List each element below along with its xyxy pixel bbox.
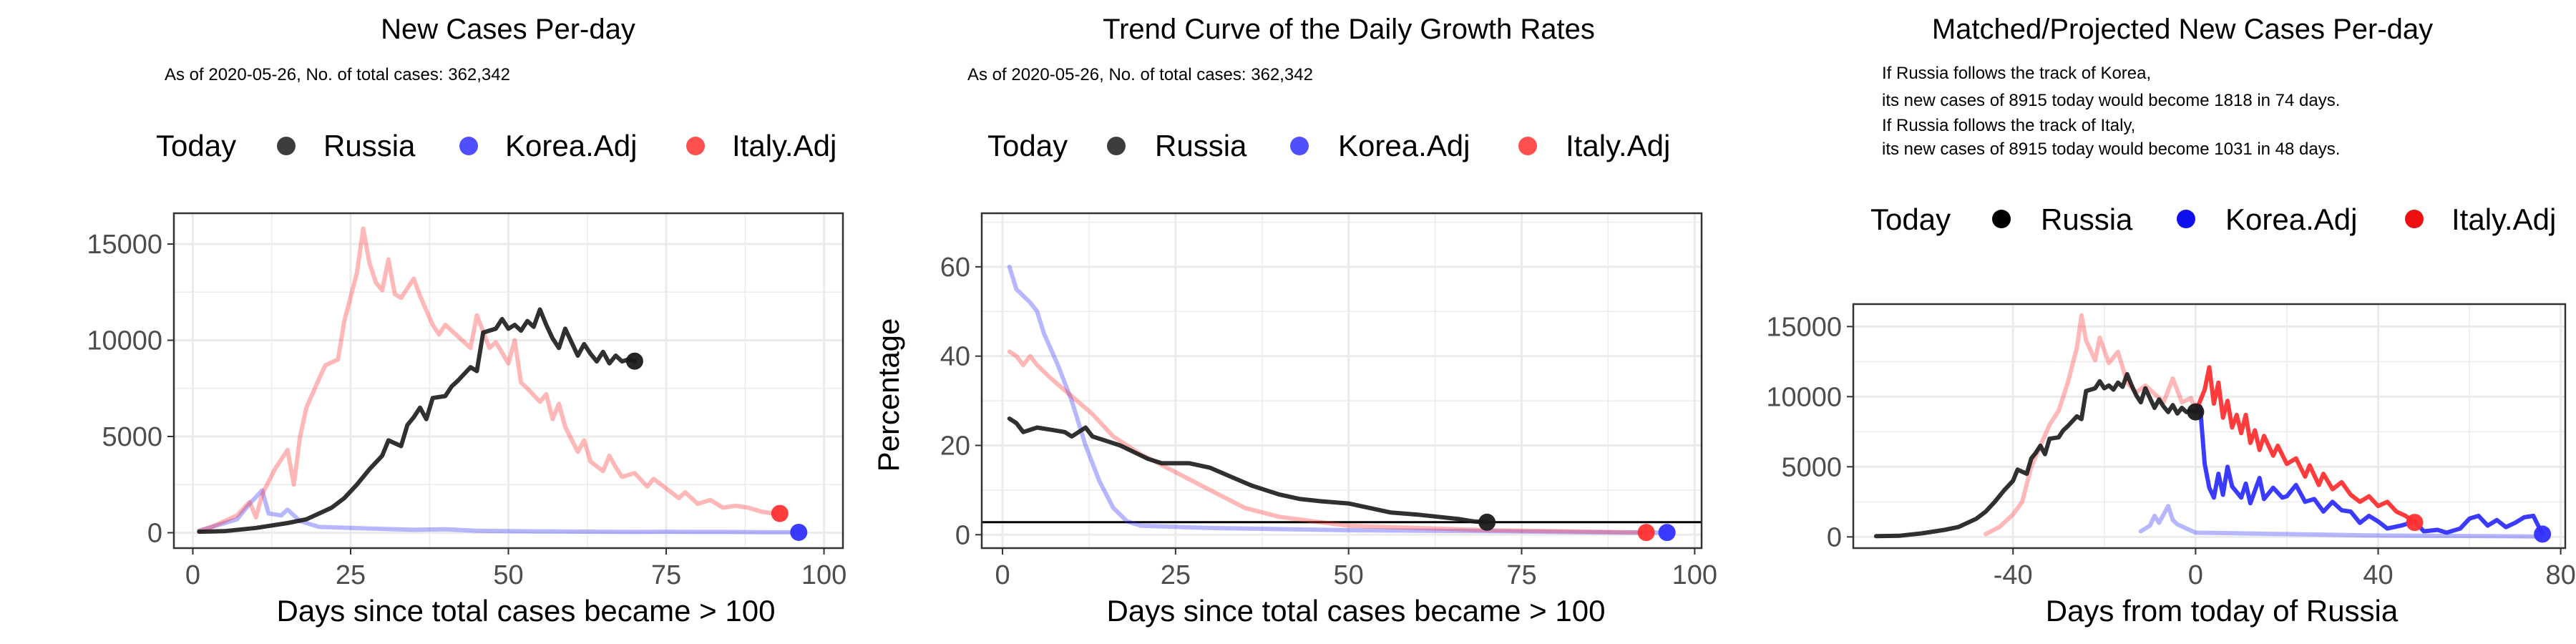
p3-plot: -40 0 40 80 0 5000 10000 15000 bbox=[1766, 303, 2576, 590]
p2-series-korea-adj bbox=[1007, 264, 1669, 535]
panel-new-cases: New Cases Per-day As of 2020-05-26, No. … bbox=[87, 14, 847, 628]
p3-x-tick-label: 40 bbox=[2363, 560, 2393, 590]
p1-legend-russia-swatch bbox=[277, 137, 296, 155]
p1-today-point-russia bbox=[625, 352, 643, 370]
p3-x-tick-label: 80 bbox=[2545, 560, 2575, 590]
p1-legend-russia: Russia bbox=[323, 129, 416, 162]
p3-series-korea-adj bbox=[2138, 504, 2545, 539]
p3-subtitle-line: its new cases of 8915 today would become… bbox=[1882, 91, 2340, 110]
p3-x-tick-label: -40 bbox=[1994, 560, 2033, 590]
panel-projected-cases: Matched/Projected New Cases Per-day If R… bbox=[1766, 14, 2575, 628]
p3-today-point-korea-adj bbox=[2534, 525, 2552, 543]
p3-legend-italy-swatch bbox=[2405, 210, 2424, 228]
p2-legend-korea-swatch bbox=[1290, 137, 1309, 155]
p2-today-point-italy-adj bbox=[1637, 524, 1655, 542]
p1-legend: Today Russia Korea.Adj Italy.Adj bbox=[156, 129, 836, 162]
p1-legend-title: Today bbox=[156, 129, 236, 162]
p2-legend-italy-swatch bbox=[1518, 137, 1537, 155]
p2-x-tick-label: 25 bbox=[1161, 560, 1191, 590]
p1-x-tick-label: 50 bbox=[493, 560, 523, 590]
p3-x-tick-label: 0 bbox=[2188, 560, 2203, 590]
p2-y-axis-label: Percentage bbox=[872, 318, 905, 472]
panel-growth-rates: Trend Curve of the Daily Growth Rates As… bbox=[872, 14, 1717, 628]
p3-subtitle-line: its new cases of 8915 today would become… bbox=[1882, 140, 2340, 159]
p3-subtitle-line: If Russia follows the track of Korea, bbox=[1882, 64, 2151, 83]
p3-series-russia bbox=[1873, 372, 2198, 539]
p1-series-korea-adj bbox=[197, 488, 801, 535]
p3-today-point-italy-adj bbox=[2406, 514, 2424, 532]
p3-subtitle: If Russia follows the track of Korea, it… bbox=[1882, 64, 2340, 159]
p3-y-tick-label: 0 bbox=[1827, 522, 1842, 552]
p1-y-tick-label: 10000 bbox=[87, 326, 162, 356]
p3-legend: Today Russia Korea.Adj Italy.Adj bbox=[1870, 203, 2556, 236]
p3-legend-korea: Korea.Adj bbox=[2225, 203, 2357, 236]
p2-panel-border bbox=[980, 212, 1703, 550]
p2-legend-russia-swatch bbox=[1107, 137, 1126, 155]
p2-y-tick-label: 20 bbox=[940, 431, 970, 461]
p1-x-tick-label: 25 bbox=[336, 560, 366, 590]
p2-x-tick-label: 0 bbox=[995, 560, 1010, 590]
p2-x-tick-label: 100 bbox=[1672, 560, 1717, 590]
p1-series-italy-adj bbox=[197, 226, 782, 533]
p3-subtitle-line: If Russia follows the track of Italy, bbox=[1882, 116, 2135, 135]
p1-title: New Cases Per-day bbox=[381, 14, 635, 45]
p2-subtitle: As of 2020-05-26, No. of total cases: 36… bbox=[967, 65, 1313, 84]
p3-legend-russia: Russia bbox=[2041, 203, 2133, 236]
p1-series-russia bbox=[197, 307, 637, 535]
p1-legend-korea: Korea.Adj bbox=[505, 129, 637, 162]
p3-legend-korea-swatch bbox=[2177, 210, 2195, 228]
p1-legend-italy-swatch bbox=[686, 137, 705, 155]
p2-plot: 0 25 50 75 100 0 20 40 60 bbox=[940, 212, 1717, 590]
p2-legend-russia: Russia bbox=[1155, 129, 1247, 162]
p3-y-tick-label: 15000 bbox=[1766, 312, 1842, 342]
p1-x-tick-label: 100 bbox=[801, 560, 847, 590]
p3-y-tick-label: 10000 bbox=[1766, 382, 1842, 412]
p1-subtitle: As of 2020-05-26, No. of total cases: 36… bbox=[165, 65, 510, 84]
p2-legend-title: Today bbox=[987, 129, 1068, 162]
p1-today-point-italy-adj bbox=[771, 504, 789, 522]
p3-legend-italy: Italy.Adj bbox=[2451, 203, 2556, 236]
p2-legend-korea: Korea.Adj bbox=[1338, 129, 1470, 162]
p3-x-axis-label: Days from today of Russia bbox=[2046, 594, 2399, 628]
p2-x-tick-label: 50 bbox=[1334, 560, 1364, 590]
p2-legend: Today Russia Korea.Adj Italy.Adj bbox=[987, 129, 1670, 162]
p2-y-tick-label: 40 bbox=[940, 342, 970, 372]
p1-x-tick-label: 0 bbox=[185, 560, 200, 590]
p3-legend-title: Today bbox=[1870, 203, 1951, 236]
p3-y-tick-label: 5000 bbox=[1781, 452, 1842, 482]
p1-x-axis-label: Days since total cases became > 100 bbox=[277, 594, 776, 628]
p3-series-italy-adj bbox=[1984, 313, 2198, 537]
p3-title: Matched/Projected New Cases Per-day bbox=[1932, 14, 2433, 45]
p3-series-italy-adj bbox=[2193, 365, 2417, 525]
p2-y-tick-label: 60 bbox=[940, 253, 970, 283]
p2-x-axis-label: Days since total cases became > 100 bbox=[1107, 594, 1606, 628]
p2-today-point-russia bbox=[1478, 513, 1496, 531]
p1-today-point-korea-adj bbox=[790, 523, 808, 541]
p2-x-tick-label: 75 bbox=[1506, 560, 1536, 590]
p1-plot: 0 25 50 75 100 0 5000 10000 15000 bbox=[87, 212, 847, 590]
p3-legend-russia-swatch bbox=[1992, 210, 2011, 228]
p3-series-korea-adj bbox=[2193, 404, 2545, 537]
p3-today-point-russia bbox=[2187, 403, 2205, 421]
p1-y-tick-label: 0 bbox=[147, 518, 162, 548]
p2-title: Trend Curve of the Daily Growth Rates bbox=[1103, 14, 1595, 45]
p2-series-russia bbox=[1007, 416, 1490, 525]
p1-y-tick-label: 15000 bbox=[87, 230, 162, 260]
p2-today-point-korea-adj bbox=[1658, 524, 1676, 542]
p2-y-tick-label: 0 bbox=[955, 520, 970, 550]
p1-panel-border bbox=[172, 212, 844, 550]
p2-legend-italy: Italy.Adj bbox=[1566, 129, 1670, 162]
p1-x-tick-label: 75 bbox=[651, 560, 681, 590]
p3-panel-border bbox=[1852, 303, 2567, 550]
p1-legend-korea-swatch bbox=[459, 137, 478, 155]
p1-y-tick-label: 5000 bbox=[102, 422, 162, 452]
p1-legend-italy: Italy.Adj bbox=[732, 129, 836, 162]
